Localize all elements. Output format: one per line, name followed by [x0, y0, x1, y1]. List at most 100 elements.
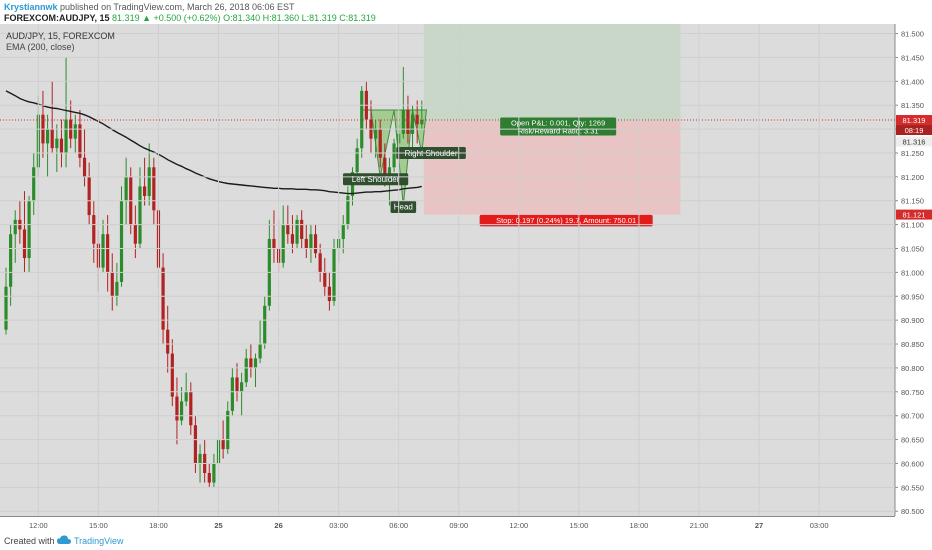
- candle: [4, 267, 8, 335]
- bar-countdown-tag-bg: [896, 125, 932, 136]
- x-tick-label: 06:00: [389, 521, 408, 530]
- candle: [45, 114, 50, 177]
- candle-body: [45, 129, 50, 144]
- candle: [170, 339, 174, 407]
- head-label-bg: [390, 200, 417, 213]
- candle-body: [304, 238, 308, 249]
- candle: [309, 224, 313, 263]
- y-tick-label: 80.900: [901, 316, 924, 325]
- entry-price-tag-text: 81.316: [903, 137, 926, 146]
- candle-body: [286, 224, 290, 235]
- candle: [378, 119, 382, 168]
- candle-body: [147, 167, 151, 196]
- candle: [272, 210, 276, 263]
- y-tick-label: 80.700: [901, 412, 924, 421]
- candle-body: [332, 248, 336, 302]
- x-tick-label: 03:00: [329, 521, 348, 530]
- candle: [327, 272, 331, 311]
- candle: [13, 210, 17, 263]
- head-label-text: Head: [394, 203, 413, 212]
- candle: [374, 119, 378, 158]
- y-tick-label: 81.350: [901, 101, 924, 110]
- candle-body: [374, 129, 378, 139]
- candle-body: [401, 109, 405, 134]
- left-shoulder-label: Left Shoulder: [343, 173, 409, 186]
- created-with-text: Created with: [4, 536, 55, 546]
- chart-area[interactable]: Left Shoulder Head Right Shoulder Open P&L:…: [0, 24, 932, 532]
- x-tick-label: 12:00: [509, 521, 528, 530]
- candle: [235, 363, 239, 402]
- author-link[interactable]: Krystiannwk: [4, 2, 58, 12]
- candle: [9, 224, 13, 306]
- candle-body: [189, 391, 193, 426]
- candle: [295, 215, 299, 249]
- last-price: 81.319: [112, 13, 140, 23]
- last-price-tag-bg: [896, 115, 932, 126]
- candle: [341, 215, 345, 254]
- candle: [179, 387, 184, 426]
- candle: [290, 215, 295, 254]
- candle-body: [360, 90, 364, 149]
- last-price-tag-text: 81.319: [903, 116, 926, 125]
- candle: [133, 205, 137, 259]
- candle-body: [50, 129, 54, 149]
- candle-body: [64, 119, 68, 153]
- candle-body: [327, 286, 331, 302]
- candle-body: [383, 157, 387, 177]
- candle-body: [119, 200, 124, 282]
- symbol-label: FOREXCOM:AUDJPY, 15: [4, 13, 110, 23]
- candle-body: [355, 148, 359, 173]
- ema-200-line: [5, 90, 422, 195]
- candle: [258, 320, 262, 364]
- x-tick-label: 27: [755, 521, 763, 530]
- tradingview-brand[interactable]: TradingView: [74, 536, 124, 546]
- candle: [323, 258, 327, 297]
- candle-body: [318, 253, 322, 273]
- y-tick-label: 81.200: [901, 173, 924, 182]
- candle: [253, 353, 258, 388]
- candle: [78, 109, 82, 168]
- y-tick-label: 80.550: [901, 483, 924, 492]
- candle: [207, 463, 211, 488]
- candle-body: [346, 195, 350, 225]
- candle-body: [27, 200, 31, 259]
- axis-background: [895, 24, 932, 532]
- change-value: ▲ +0.500 (+0.62%): [142, 13, 221, 23]
- candle-body: [115, 281, 119, 297]
- candle: [32, 152, 36, 216]
- position-info-bg: [500, 117, 617, 136]
- candle: [110, 253, 114, 311]
- bar-countdown-tag-text: 08:19: [905, 126, 924, 135]
- candle-body: [207, 473, 211, 483]
- candle: [147, 143, 151, 206]
- entry-price-tag: 81.316: [896, 136, 932, 147]
- candle-body: [175, 396, 179, 421]
- candle-body: [295, 219, 299, 244]
- candle: [166, 305, 170, 373]
- candle-body: [249, 358, 253, 368]
- candle: [212, 453, 216, 488]
- candle-body: [240, 382, 244, 392]
- stop-price-tag: 81.121: [896, 209, 932, 220]
- candle: [106, 215, 110, 292]
- candle-body: [410, 114, 415, 134]
- y-tick-label: 81.000: [901, 268, 924, 277]
- candle: [318, 243, 322, 282]
- candle-body: [313, 234, 318, 254]
- candle-body: [110, 272, 114, 297]
- head-label: Head: [390, 200, 417, 213]
- candle: [22, 191, 27, 273]
- chart-header: Krystiannwk published on TradingView.com…: [0, 0, 932, 24]
- candle-body: [124, 176, 128, 201]
- candle-body: [392, 143, 396, 168]
- loss-zone: [423, 121, 681, 215]
- candle-body: [138, 186, 142, 244]
- candle: [50, 81, 54, 153]
- ohlc-high: H:81.360: [262, 13, 300, 23]
- last-price-tag: 81.319: [896, 115, 932, 126]
- legend-title: AUD/JPY, 15, FOREXCOM: [6, 31, 115, 41]
- candle: [124, 157, 128, 225]
- candle: [115, 262, 119, 306]
